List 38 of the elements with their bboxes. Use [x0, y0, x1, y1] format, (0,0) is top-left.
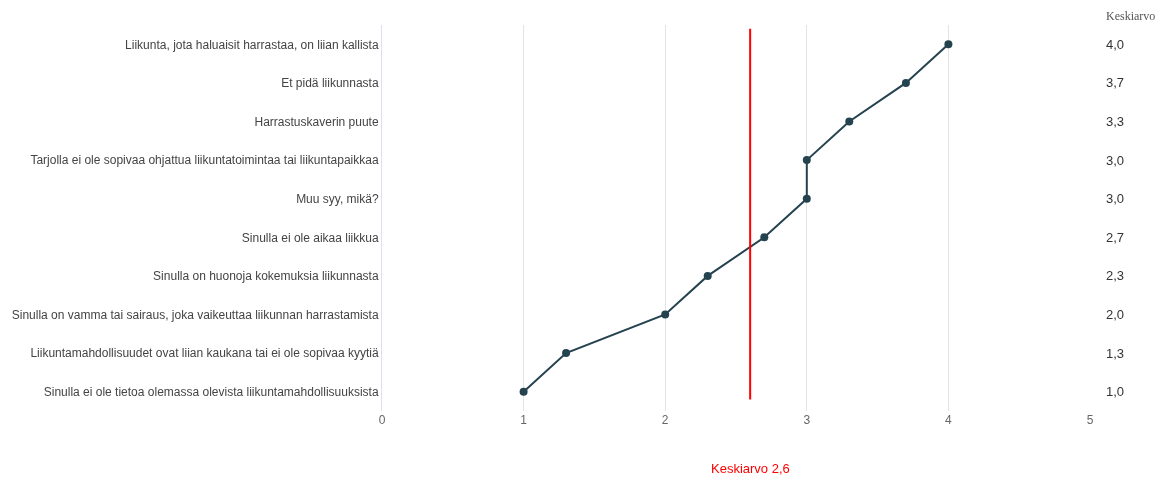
- data-label: 3,3: [1106, 114, 1125, 129]
- x-tick-label: 0: [378, 413, 386, 427]
- y-tick-label: Et pidä liikunnasta: [281, 76, 379, 91]
- point: [661, 310, 670, 319]
- y-tick-label: Sinulla ei ole aikaa liikkua: [241, 230, 379, 245]
- data-label: 3,7: [1106, 75, 1125, 90]
- point: [760, 233, 769, 242]
- y-tick-label: Muu syy, mikä?: [296, 191, 379, 206]
- y-tick-label: Sinulla on huonoja kokemuksia liikunnasta: [153, 269, 379, 284]
- x-tick-label: 4: [945, 413, 953, 427]
- point: [802, 156, 811, 165]
- x-tick-label: 3: [803, 413, 811, 427]
- data-label: 2,3: [1106, 268, 1125, 283]
- y-tick-label: Sinulla ei ole tietoa olemassa olevista liikuntamahdollisuuksista: [43, 384, 379, 399]
- data-label: 3,0: [1106, 191, 1125, 206]
- point: [901, 78, 910, 87]
- y-tick-label: Tarjolla ei ole sopivaa ohjattua liikuntatoimintaa tai liikuntapaikkaa: [30, 153, 379, 168]
- y-tick-label: Sinulla on vamma tai sairaus, joka vaikeuttaa liikunnan harrastamista: [11, 307, 379, 322]
- data-label: 3,0: [1106, 153, 1125, 168]
- point: [845, 117, 854, 126]
- point: [562, 349, 571, 358]
- y-tick-label: Liikuntamahdollisuudet ovat liian kaukana tai ei ole sopivaa kyytiä: [30, 346, 379, 361]
- data-label: 4,0: [1106, 37, 1125, 52]
- x-tick-label: 5: [1086, 413, 1094, 427]
- data-label: 2,0: [1106, 307, 1125, 322]
- y2-axis-title: Keskiarvo: [1106, 9, 1156, 23]
- data-label: 1,3: [1106, 346, 1125, 361]
- data-label: 1,0: [1106, 384, 1125, 399]
- x-tick-label: 1: [520, 413, 528, 427]
- data-label: 2,7: [1106, 230, 1125, 245]
- point: [519, 387, 528, 396]
- point: [944, 40, 953, 49]
- y-tick-label: Harrastuskaverin puute: [254, 114, 379, 129]
- ref-line-label: Keskiarvo 2,6: [711, 461, 790, 476]
- point: [703, 271, 712, 280]
- x-tick-label: 2: [661, 413, 669, 427]
- y-tick-label: Liikunta, jota haluaisit harrastaa, on liian kallista: [125, 37, 379, 52]
- point: [802, 194, 811, 203]
